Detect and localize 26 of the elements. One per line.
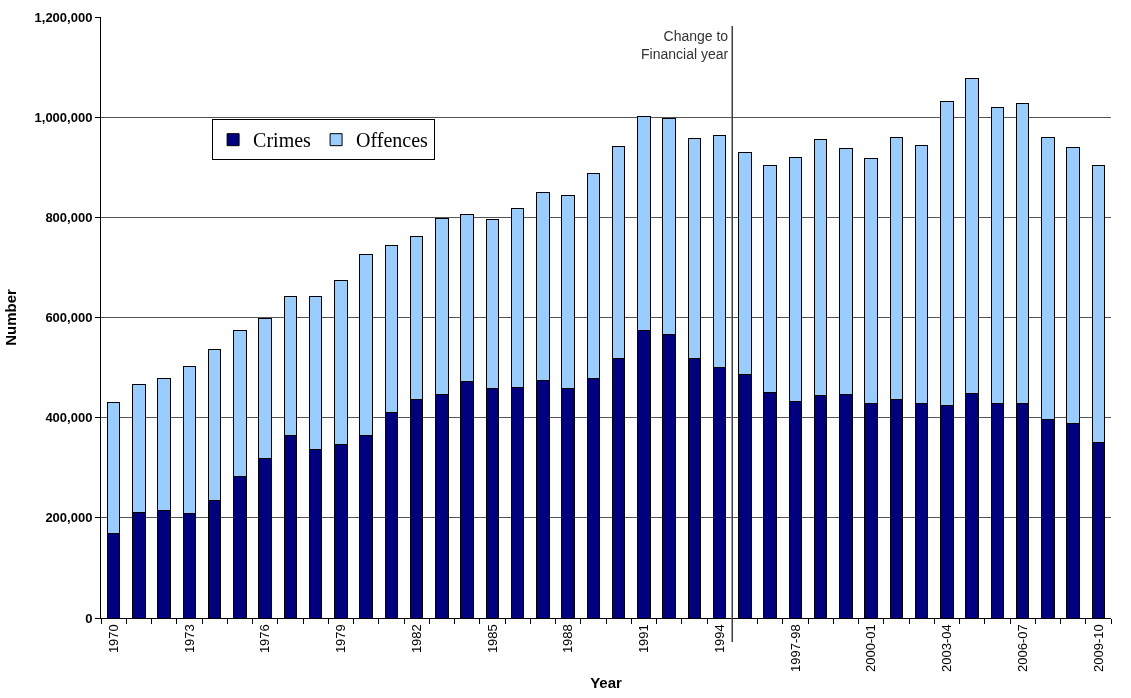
y-tick-label: 1,200,000 xyxy=(34,9,93,25)
x-tick-label: 2006-07 xyxy=(1014,624,1030,672)
y-tick-label: 1,000,000 xyxy=(34,109,93,125)
y-tick-label: 400,000 xyxy=(45,410,93,426)
x-tick-label: 1994 xyxy=(711,624,727,654)
y-tick-label: 0 xyxy=(85,610,93,626)
x-tick-label: 1988 xyxy=(560,624,576,654)
y-tick-label: 800,000 xyxy=(45,209,93,225)
x-axis-title: Year xyxy=(590,673,623,691)
x-tick-label: 2000-01 xyxy=(863,624,879,672)
x-tick-label: 2009-10 xyxy=(1090,624,1106,672)
x-tick-label: 2003-04 xyxy=(939,624,955,672)
x-tick-label: 1985 xyxy=(484,624,500,654)
y-tick-label: 200,000 xyxy=(45,510,93,526)
annotation: Change to Financial year xyxy=(641,28,729,63)
x-tick-label: 1997-98 xyxy=(787,624,803,672)
x-tick-label: 1979 xyxy=(333,624,349,654)
legend-label: Crimes xyxy=(253,129,312,152)
x-tick-label: 1991 xyxy=(636,624,652,654)
x-tick-label: 1976 xyxy=(257,624,273,654)
y-tick-label: 600,000 xyxy=(45,310,93,326)
x-tick-label: 1973 xyxy=(181,624,197,654)
y-axis-title: Number xyxy=(1,289,19,346)
legend-label: Offences xyxy=(356,129,429,152)
x-tick-label: 1982 xyxy=(408,624,424,654)
x-tick-label: 1970 xyxy=(105,624,121,654)
